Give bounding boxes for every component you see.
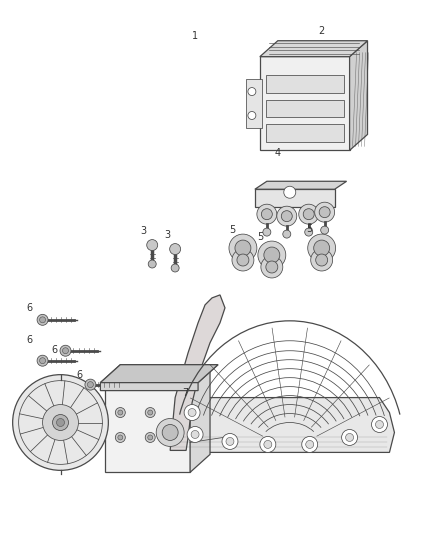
Circle shape [147,240,158,251]
Circle shape [311,249,332,271]
Bar [266,100,343,117]
Text: 6: 6 [51,345,57,355]
Circle shape [237,254,249,266]
Circle shape [63,348,68,354]
Polygon shape [100,365,218,391]
Bar [234,246,252,260]
Text: 4: 4 [275,148,281,158]
Circle shape [37,314,48,325]
Bar [266,124,343,142]
Circle shape [316,254,328,266]
Circle shape [115,408,125,417]
Circle shape [248,87,256,95]
Text: 5: 5 [307,224,313,234]
Circle shape [53,415,68,431]
Circle shape [263,228,271,236]
Text: 5: 5 [257,232,263,242]
Circle shape [229,234,257,262]
Circle shape [302,437,318,453]
Circle shape [60,345,71,356]
Polygon shape [106,365,210,383]
Circle shape [261,256,283,278]
Circle shape [148,410,153,415]
Circle shape [375,421,384,429]
Circle shape [85,379,96,390]
Circle shape [171,264,179,272]
Circle shape [57,418,64,426]
Circle shape [145,432,155,442]
Circle shape [257,204,277,224]
Circle shape [303,209,314,220]
Circle shape [145,408,155,417]
Text: 1: 1 [192,31,198,41]
Circle shape [226,438,234,446]
Circle shape [222,433,238,449]
Text: 3: 3 [164,230,170,240]
Circle shape [118,410,123,415]
Circle shape [277,206,297,226]
Bar [106,383,190,472]
Circle shape [188,409,196,416]
Text: 7: 7 [182,387,188,398]
Circle shape [148,435,153,440]
Circle shape [305,228,313,236]
Circle shape [284,186,296,198]
Bar [255,189,335,207]
Circle shape [321,226,328,234]
Polygon shape [170,295,225,450]
Circle shape [88,382,93,387]
Circle shape [148,260,156,268]
Circle shape [13,375,108,470]
Circle shape [308,234,336,262]
Circle shape [299,204,319,224]
Polygon shape [350,41,367,150]
Bar [266,75,343,93]
Text: 2: 2 [318,26,325,36]
Circle shape [258,241,286,269]
Circle shape [346,433,353,441]
Circle shape [371,416,388,432]
Circle shape [281,211,292,222]
Circle shape [162,424,178,440]
Circle shape [264,247,280,263]
Circle shape [191,431,199,439]
Circle shape [170,244,180,255]
Circle shape [306,440,314,448]
Circle shape [156,418,184,447]
Polygon shape [100,365,218,383]
Circle shape [283,230,291,238]
Circle shape [187,426,203,442]
Circle shape [37,355,48,366]
Text: 6: 6 [27,303,33,313]
Text: 3: 3 [140,226,146,236]
Circle shape [248,111,256,119]
Bar [246,78,262,128]
Circle shape [314,202,335,222]
Circle shape [342,430,357,446]
Circle shape [235,240,251,256]
Circle shape [264,440,272,448]
Bar [263,253,281,267]
Polygon shape [158,398,395,453]
Circle shape [260,437,276,453]
Circle shape [314,240,330,256]
Circle shape [232,249,254,271]
Bar [260,55,350,150]
Circle shape [39,317,46,323]
Circle shape [39,358,46,364]
Circle shape [118,435,123,440]
Circle shape [42,405,78,440]
Circle shape [115,432,125,442]
Circle shape [319,207,330,217]
Circle shape [261,209,272,220]
Polygon shape [255,181,346,189]
Circle shape [266,261,278,273]
Bar [313,246,331,260]
Polygon shape [260,41,367,56]
Text: 6: 6 [27,335,33,345]
Text: 6: 6 [76,370,82,379]
Text: 5: 5 [229,225,235,235]
Polygon shape [190,365,210,472]
Circle shape [184,405,200,421]
